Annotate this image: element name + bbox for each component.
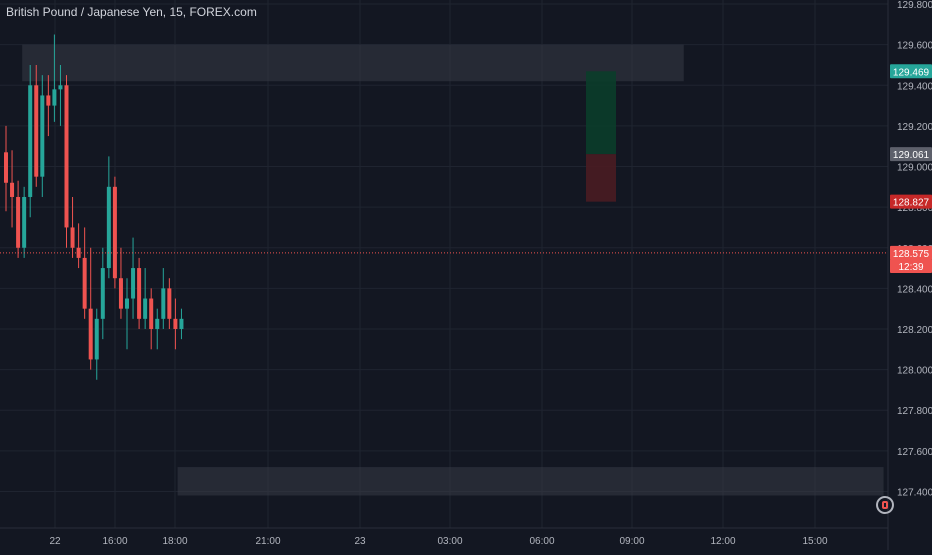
y-tick-label: 128.400: [897, 284, 932, 295]
candle-body: [106, 186, 111, 269]
candle-body: [155, 318, 160, 329]
x-tick-label: 21:00: [255, 536, 280, 547]
candle-body: [167, 288, 172, 319]
candle-body: [118, 278, 123, 309]
y-tick-label: 129.400: [897, 81, 932, 92]
candle-body: [22, 196, 27, 248]
candle-body: [34, 85, 39, 177]
tradingview-logo-icon[interactable]: [876, 496, 894, 514]
price-label-box: [890, 194, 932, 209]
price-label-box: [890, 245, 932, 260]
candle-body: [46, 95, 51, 106]
candle-body: [10, 182, 15, 197]
x-tick-label: 16:00: [102, 536, 127, 547]
y-tick-label: 128.200: [897, 325, 932, 336]
candle-body: [125, 298, 129, 309]
candle-body: [40, 95, 45, 177]
candle-body: [88, 308, 93, 360]
candle-body: [82, 257, 87, 309]
y-tick-label: 127.600: [897, 447, 932, 458]
candle-body: [94, 318, 99, 360]
y-tick-label: 129.000: [897, 163, 932, 174]
x-tick-label: 15:00: [802, 536, 827, 547]
price-label-text: 129.061: [893, 150, 930, 161]
zone-resistance: [22, 44, 684, 82]
y-tick-label: 129.800: [897, 0, 932, 11]
candle-body: [70, 227, 75, 248]
x-tick-label: 06:00: [529, 536, 554, 547]
candle-body: [173, 318, 178, 329]
candle-body: [100, 268, 105, 319]
y-tick-label: 127.800: [897, 406, 932, 417]
price-label-text: 129.469: [893, 67, 930, 78]
price-labels: 129.469 129.061 128.827 128.575 12:39: [890, 64, 932, 274]
candle-body: [112, 186, 117, 279]
position-stop-zone: [586, 154, 616, 202]
candle-body: [161, 288, 166, 319]
candle-body: [64, 85, 69, 228]
y-tick-label: 129.600: [897, 41, 932, 52]
price-label-text: 128.827: [893, 198, 930, 209]
x-tick-label: 03:00: [437, 536, 462, 547]
price-label-box: [890, 64, 932, 79]
candle-body: [149, 298, 154, 329]
y-tick-label: 128.000: [897, 366, 932, 377]
price-label-text: 128.575: [893, 249, 930, 260]
price-label-box: [890, 147, 932, 162]
x-tick-label: 12:00: [710, 536, 735, 547]
y-tick-label: 129.200: [897, 122, 932, 133]
candle-body: [28, 85, 33, 197]
y-tick-label: 127.400: [897, 487, 932, 498]
x-tick-label: 22: [49, 536, 61, 547]
candle-body: [16, 196, 21, 248]
candles: [4, 34, 184, 380]
zones: [22, 44, 884, 496]
price-label-text: 12:39: [898, 262, 923, 273]
x-tick-label: 09:00: [619, 536, 644, 547]
zone-support: [177, 467, 884, 496]
candle-body: [58, 85, 63, 90]
price-label-box: [890, 259, 932, 274]
chart-title: British Pound / Japanese Yen, 15, FOREX.…: [6, 5, 257, 19]
position-tool[interactable]: [586, 71, 616, 202]
position-target-zone: [586, 71, 616, 155]
x-tick-label: 23: [354, 536, 366, 547]
candle-body: [143, 298, 148, 319]
candle-body: [137, 268, 142, 319]
x-tick-label: 18:00: [162, 536, 187, 547]
candle-body: [179, 318, 184, 329]
candle-body: [131, 268, 136, 299]
candle-body: [4, 152, 8, 183]
candle-body: [52, 89, 57, 106]
